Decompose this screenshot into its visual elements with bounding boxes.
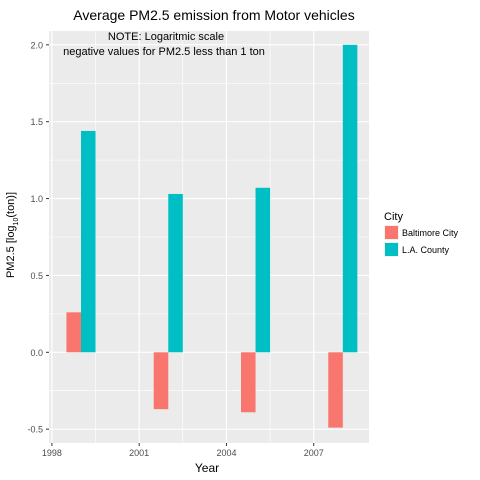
bar-baltimore-city-1999 [66, 312, 81, 353]
x-axis-label: Year [195, 461, 219, 475]
y-tick-label: 0.0 [30, 348, 43, 358]
y-axis-label-main: PM2.5 [log [5, 225, 17, 278]
bar-baltimore-city-2002 [153, 352, 169, 410]
legend-title: City [384, 211, 403, 223]
legend-label: L.A. County [402, 245, 450, 255]
y-axis-label: PM2.5 [log10(ton)] [5, 192, 20, 278]
bar-l-a-county-2008 [342, 44, 358, 353]
x-tick-label: 1998 [42, 448, 62, 458]
y-tick-label: 2.0 [30, 40, 43, 50]
chart-title: Average PM2.5 emission from Motor vehicl… [73, 7, 354, 23]
x-axis-ticks: 1998 2001 2004 2007 [42, 443, 324, 458]
bar-baltimore-city-2005 [241, 352, 256, 413]
bar-baltimore-city-2008 [328, 352, 343, 428]
x-tick-label: 2001 [129, 448, 149, 458]
x-tick-label: 2004 [216, 448, 236, 458]
grid-major [49, 31, 369, 443]
y-tick-label: -0.5 [27, 425, 43, 435]
y-axis-ticks: -0.5 0.0 0.5 1.0 1.5 2.0 [27, 40, 49, 435]
y-tick-label: 1.0 [30, 194, 43, 204]
bar-l-a-county-2002 [168, 193, 183, 353]
legend-label: Baltimore City [402, 228, 459, 238]
y-axis-label-end: (ton)] [5, 192, 17, 218]
bar-l-a-county-1999 [81, 130, 96, 353]
y-tick-label: 1.5 [30, 117, 43, 127]
annotation-line-2: negative values for PM2.5 less than 1 to… [63, 46, 265, 58]
annotation-line-1: NOTE: Logaritmic scale [108, 31, 224, 43]
y-tick-label: 0.5 [30, 271, 43, 281]
bars [66, 44, 358, 428]
legend-swatch [385, 226, 398, 239]
legend-swatch [385, 243, 398, 256]
legend-items: Baltimore City L.A. County [384, 225, 459, 257]
x-tick-label: 2007 [304, 448, 324, 458]
y-axis-label-subscript: 10 [13, 218, 20, 226]
legend: City Baltimore City L.A. County [384, 211, 459, 257]
bar-l-a-county-2005 [255, 187, 271, 353]
